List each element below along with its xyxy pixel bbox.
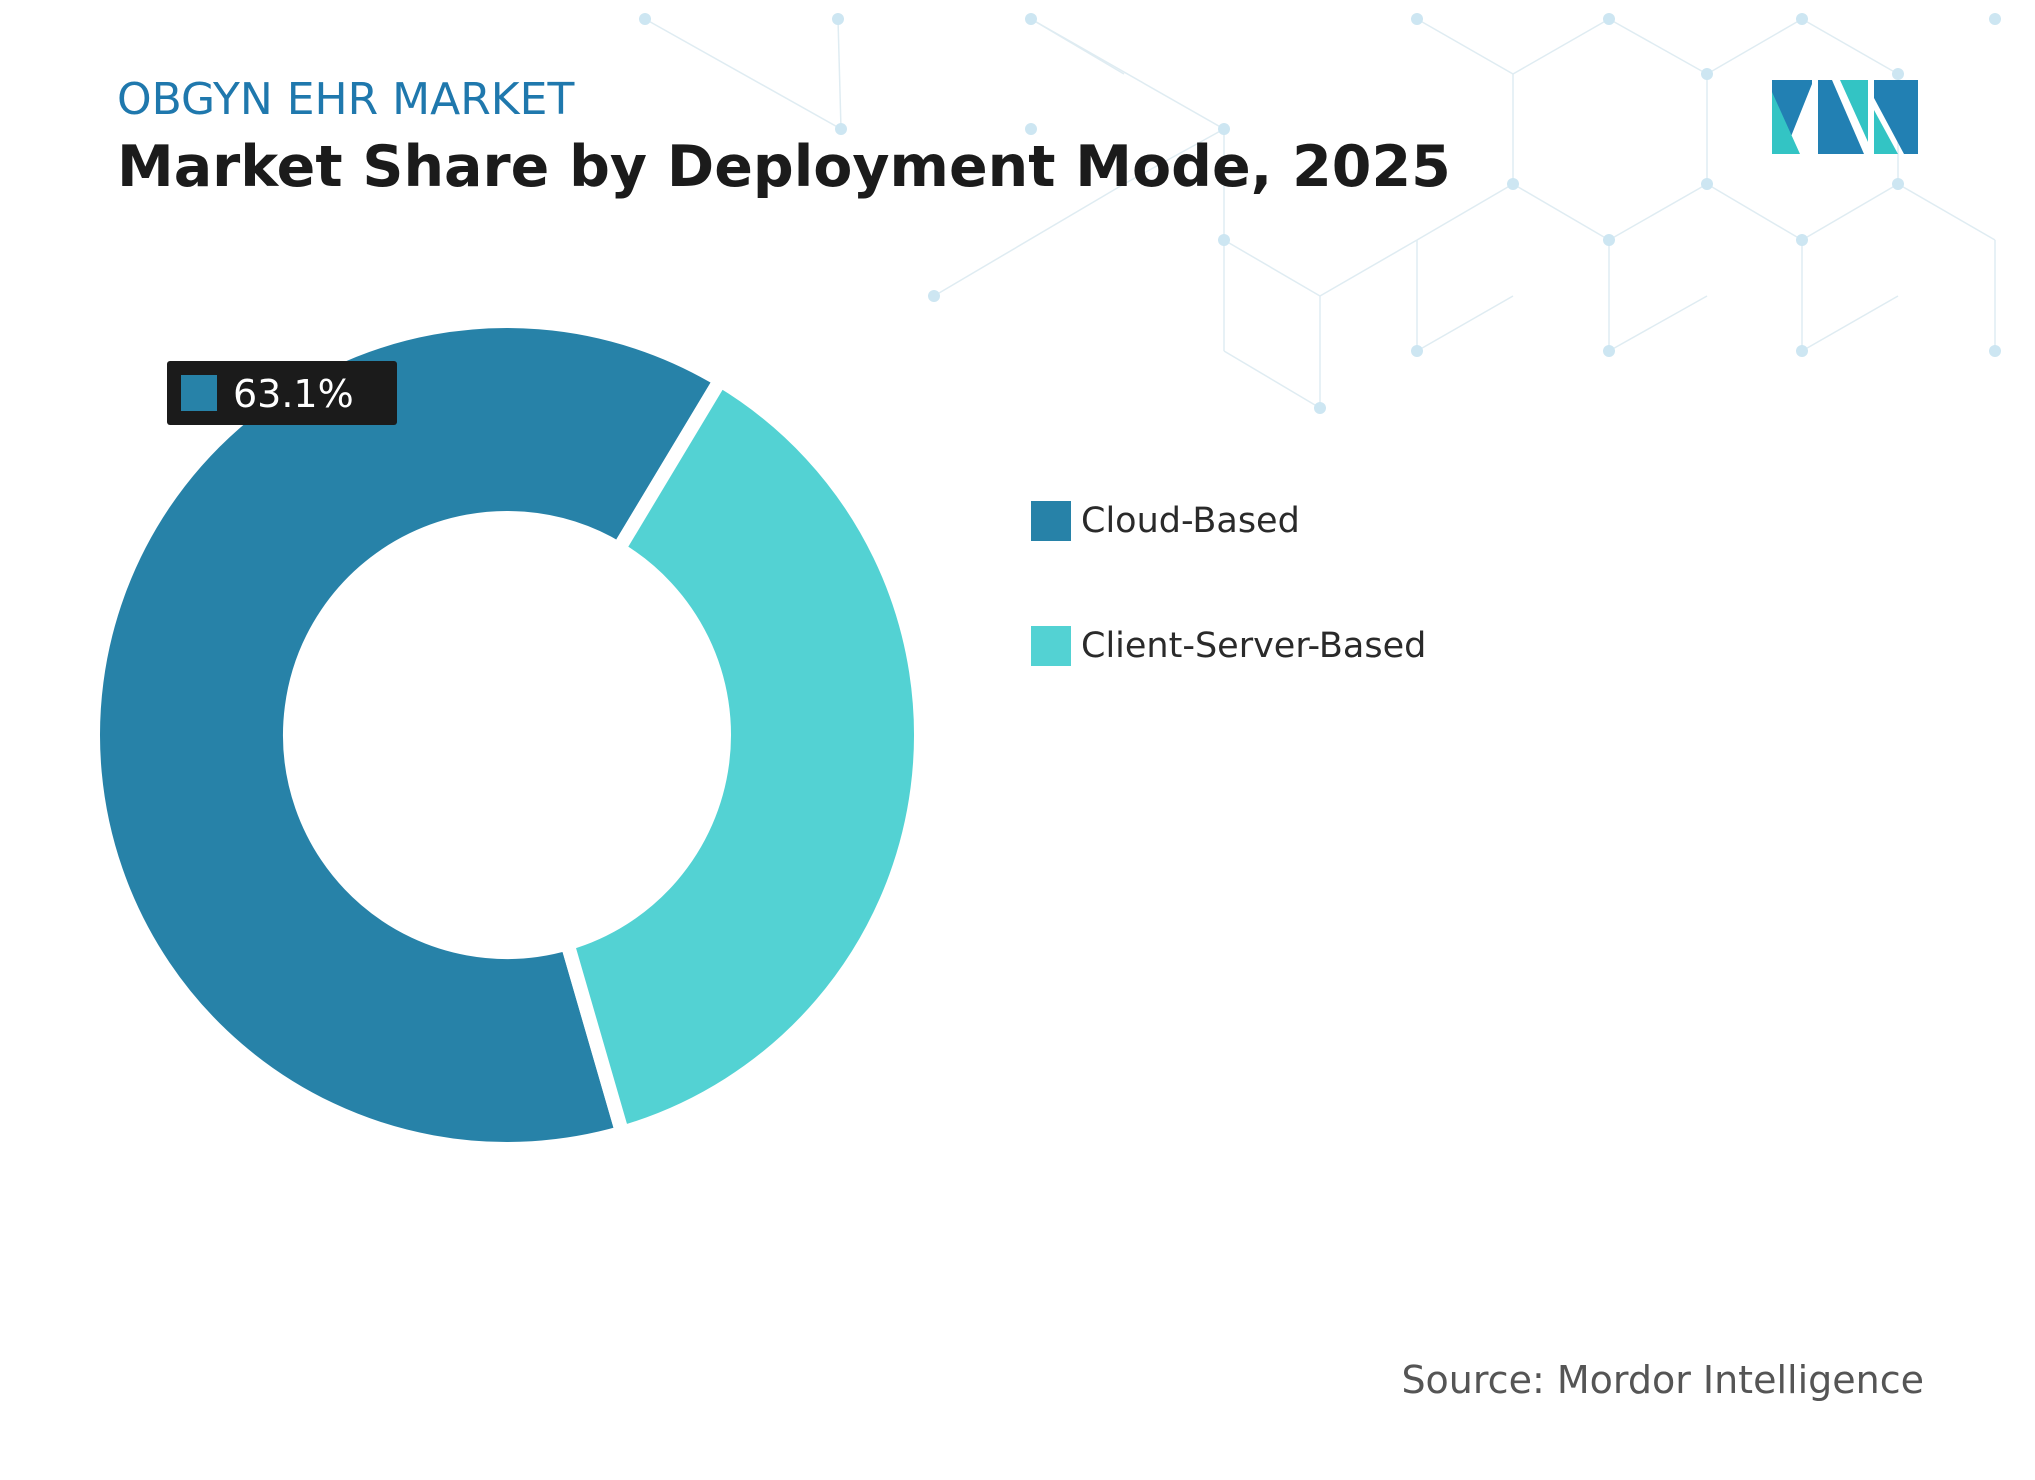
pattern-line <box>1801 183 1899 241</box>
pattern-dot <box>1603 234 1615 246</box>
pattern-dot <box>1892 68 1904 80</box>
pattern-line <box>1512 183 1610 241</box>
pattern-dot <box>928 290 940 302</box>
pattern-line <box>1416 18 1514 75</box>
mordor-intelligence-logo-icon <box>1772 80 1918 154</box>
pattern-line <box>644 18 842 130</box>
pattern-line <box>1897 183 1996 241</box>
pattern-line <box>1608 18 1708 75</box>
pattern-dot <box>1411 13 1423 25</box>
pattern-dot <box>1025 13 1037 25</box>
pattern-dot <box>1796 234 1808 246</box>
pattern-line <box>1223 350 1321 409</box>
pattern-dot <box>1701 178 1713 190</box>
pattern-dot <box>1603 13 1615 25</box>
pattern-dot <box>1989 13 2001 25</box>
pattern-dot <box>1025 123 1037 135</box>
pattern-line <box>1608 295 1708 352</box>
pattern-dot <box>1411 345 1423 357</box>
legend-swatch-client-server-based <box>1031 626 1071 666</box>
pattern-dot <box>1701 68 1713 80</box>
chart-legend: Cloud-Based Client-Server-Based <box>1031 500 1426 750</box>
pattern-line <box>1706 18 1803 75</box>
pattern-line <box>1416 183 1514 241</box>
pattern-dot <box>1989 345 2001 357</box>
pattern-dot <box>1218 123 1230 135</box>
pattern-dot <box>832 13 844 25</box>
pattern-dot <box>1507 178 1519 190</box>
pattern-dot <box>835 123 847 135</box>
pattern-line <box>1801 18 1899 75</box>
pattern-line <box>933 183 1125 297</box>
data-label-value: 63.1% <box>233 372 354 416</box>
pattern-line <box>1512 18 1610 75</box>
pattern-dot <box>1218 234 1230 246</box>
pattern-line <box>1416 295 1514 352</box>
data-label-swatch <box>181 375 217 411</box>
pattern-dot <box>1796 345 1808 357</box>
data-label-box <box>167 361 397 425</box>
pattern-line <box>1223 239 1321 297</box>
pattern-line <box>1030 18 1125 75</box>
pattern-line <box>1706 183 1803 241</box>
pattern-dot <box>1892 178 1904 190</box>
pattern-line <box>1123 128 1225 185</box>
pattern-line <box>837 18 842 130</box>
pattern-dot <box>1796 13 1808 25</box>
pattern-line <box>1608 183 1708 241</box>
legend-swatch-cloud-based <box>1031 501 1071 541</box>
pattern-dot <box>639 13 651 25</box>
donut-slice-cloud-based[interactable] <box>86 314 730 1156</box>
data-label-cloud-based: 63.1% <box>167 361 397 425</box>
pattern-line <box>1319 239 1418 297</box>
pattern-line <box>1801 295 1899 352</box>
donut-slice-client-server-based[interactable] <box>558 370 928 1142</box>
pattern-dot <box>1603 345 1615 357</box>
legend-item-client-server-based[interactable]: Client-Server-Based <box>1031 625 1426 667</box>
chart-title: Market Share by Deployment Mode, 2025 <box>117 134 1451 200</box>
legend-label-client-server-based: Client-Server-Based <box>1081 626 1427 666</box>
legend-item-cloud-based[interactable]: Cloud-Based <box>1031 500 1426 542</box>
legend-label-cloud-based: Cloud-Based <box>1081 501 1300 541</box>
pattern-dot <box>1314 402 1326 414</box>
source-note: Source: Mordor Intelligence <box>1401 1358 1924 1402</box>
chart-eyebrow: OBGYN EHR MARKET <box>117 74 575 125</box>
